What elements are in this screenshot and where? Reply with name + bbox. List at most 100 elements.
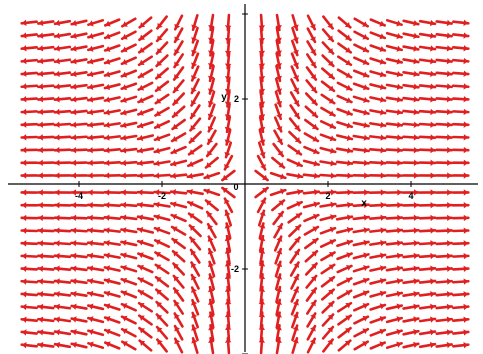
field-arrow-head [174, 48, 180, 55]
field-arrow [385, 201, 404, 209]
field-arrow [352, 277, 370, 286]
field-arrow-head [224, 261, 232, 267]
field-arrow-head [446, 19, 452, 27]
field-arrow [53, 134, 72, 141]
field-arrow-head [446, 291, 452, 298]
field-arrow [70, 316, 88, 323]
field-arrow-head [224, 223, 231, 229]
field-arrow [70, 240, 88, 247]
field-arrow [53, 265, 72, 272]
field-arrow-head [71, 121, 77, 128]
field-arrow-head [446, 265, 452, 272]
field-arrow-head [311, 98, 317, 105]
field-arrow [203, 188, 221, 197]
field-arrow-head [38, 316, 44, 323]
field-arrow-head [363, 239, 369, 246]
field-arrow [70, 341, 88, 349]
field-arrow-head [21, 278, 27, 285]
field-arrow-head [396, 278, 402, 285]
field-arrow [186, 188, 204, 196]
field-arrow [136, 214, 155, 221]
field-arrow-head [275, 274, 283, 280]
field-arrow-head [71, 159, 77, 167]
field-arrow [353, 340, 369, 351]
field-arrow [190, 261, 201, 277]
field-arrow-head [327, 302, 334, 308]
field-arrow-head [397, 121, 402, 129]
field-arrow [352, 239, 370, 247]
field-arrow-head [413, 341, 419, 348]
field-arrow-head [38, 214, 43, 222]
field-arrow-head [346, 97, 352, 104]
field-arrow [186, 172, 204, 180]
field-arrow [20, 303, 38, 311]
field-arrow-head [362, 315, 368, 322]
field-arrow-head [155, 239, 161, 246]
field-arrow-head [121, 109, 127, 116]
field-arrow-head [156, 289, 162, 295]
field-arrow [402, 240, 420, 247]
field-arrow [120, 159, 138, 167]
field-arrow [418, 329, 437, 336]
field-arrow [385, 121, 404, 129]
field-arrow [103, 265, 121, 272]
field-arrow [86, 252, 105, 260]
field-arrow [336, 289, 353, 300]
field-arrow-head [327, 48, 334, 54]
field-arrow [120, 227, 138, 234]
field-arrow [385, 328, 403, 337]
field-arrow-head [88, 328, 94, 336]
field-arrow-head [207, 150, 213, 156]
field-arrow-head [105, 303, 111, 310]
field-arrow [173, 14, 184, 31]
field-arrow [402, 108, 420, 116]
field-arrow-head [463, 159, 469, 166]
field-arrow [402, 83, 420, 90]
field-arrow [369, 303, 387, 311]
field-arrow [418, 19, 437, 27]
field-arrow-head [122, 33, 128, 40]
field-arrow-head [447, 134, 452, 141]
field-arrow [319, 189, 337, 196]
field-arrow-head [397, 134, 402, 141]
field-arrow [70, 146, 88, 154]
field-arrow [155, 41, 169, 55]
field-arrow [154, 263, 170, 275]
field-arrow-head [296, 201, 302, 207]
field-arrow [435, 134, 453, 141]
field-arrow [275, 52, 282, 70]
field-arrow-head [104, 290, 111, 297]
field-arrow [369, 31, 387, 40]
field-arrow [207, 235, 217, 252]
field-arrow [288, 224, 302, 238]
field-arrow [153, 120, 171, 129]
field-arrow [120, 134, 138, 141]
field-arrow-head [121, 227, 127, 234]
field-arrow-head [55, 32, 60, 39]
field-arrow [435, 146, 454, 154]
field-arrow [352, 95, 370, 103]
field-arrow [70, 83, 88, 90]
field-arrow-head [327, 22, 333, 29]
field-arrow [254, 169, 269, 182]
field-arrow-head [138, 264, 144, 271]
field-arrow [435, 45, 453, 52]
field-arrow-head [55, 329, 60, 336]
field-arrow-head [446, 32, 452, 39]
field-arrow [153, 214, 171, 222]
field-arrow-head [446, 252, 452, 260]
field-arrow-head [380, 159, 386, 167]
field-arrow [273, 222, 284, 239]
field-arrow [70, 265, 88, 272]
field-arrow-head [380, 121, 386, 129]
field-arrow-head [21, 252, 27, 260]
field-arrow [208, 26, 215, 44]
field-arrow [70, 201, 88, 209]
field-arrow-head [121, 134, 127, 141]
field-arrow [53, 189, 72, 196]
field-arrow [37, 265, 55, 272]
field-arrow-head [430, 159, 436, 167]
field-arrow [385, 19, 403, 27]
field-arrow-head [413, 134, 419, 141]
field-arrow-head [139, 340, 146, 347]
